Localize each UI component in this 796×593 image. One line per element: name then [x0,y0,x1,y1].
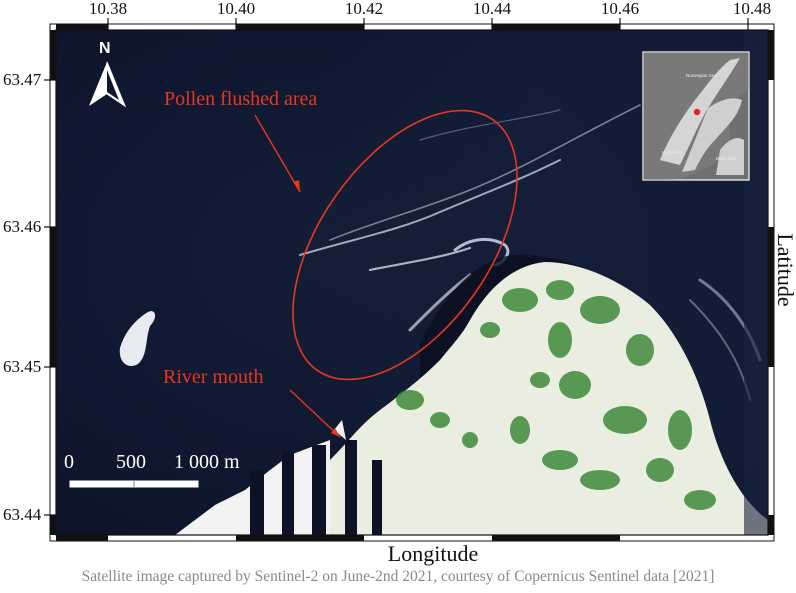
x-tick-label: 10.44 [472,0,512,18]
x-tick-label: 10.48 [732,0,772,18]
inset-label-norwegian-sea: Norwegian Sea [686,73,717,78]
scale-label-1000: 1 000 m [174,451,240,473]
x-tick-label: 10.38 [88,0,128,18]
x-axis-title: Longitude [387,541,479,566]
y-tick-label: 63.47 [3,70,42,89]
image-caption: Satellite image captured by Sentinel-2 o… [81,568,715,585]
pollen-area-ellipse [292,109,518,381]
y-tick-label: 63.44 [3,505,42,524]
island [119,311,156,367]
scale-bar [69,480,199,488]
scale-label-500: 500 [116,451,146,473]
inset-map [642,51,750,181]
location-marker-icon [693,108,701,116]
axis-ticks [44,18,749,516]
river-annotation-label: River mouth [163,366,264,388]
north-label: N [99,40,111,57]
vegetation [396,280,716,510]
north-arrow-icon [89,61,127,108]
inset-label-north-sea: North Sea [662,150,683,155]
y-tick-label: 63.46 [3,217,42,236]
inset-label-baltic-sea: Baltic Sea [716,156,737,161]
y-axis-title: Latitude [773,233,796,307]
river-leader-line [289,389,341,438]
x-tick-label: 10.42 [344,0,384,18]
pollen-annotation-label: Pollen flushed area [164,88,318,110]
scale-label-0: 0 [64,451,74,473]
x-tick-label: 10.46 [600,0,640,18]
y-tick-label: 63.45 [3,357,42,376]
x-tick-label: 10.40 [216,0,256,18]
pollen-leader-line [254,114,301,193]
